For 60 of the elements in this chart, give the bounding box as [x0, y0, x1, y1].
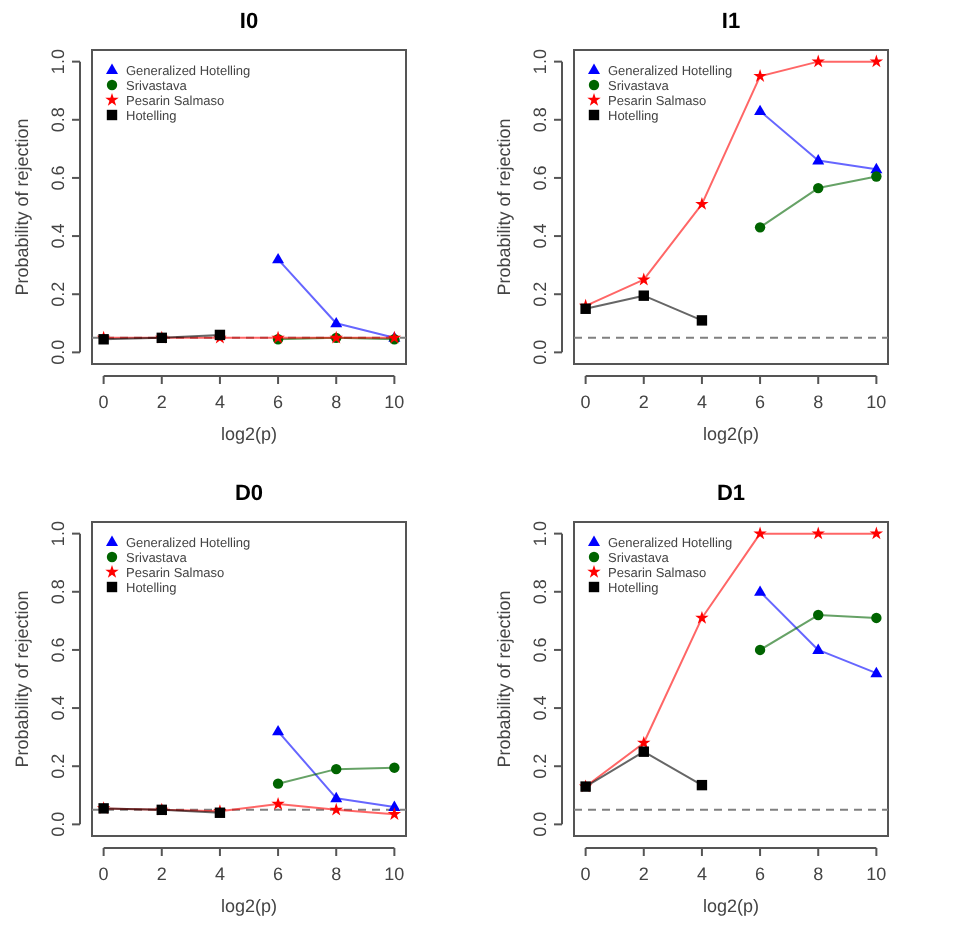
x-tick-label: 0 — [98, 392, 109, 412]
x-tick-label: 4 — [214, 392, 225, 412]
x-tick-label: 10 — [866, 864, 887, 884]
y-tick-label: 0.4 — [48, 223, 68, 249]
x-tick-label: 10 — [384, 392, 405, 412]
y-tick-label: 0.2 — [48, 753, 68, 779]
x-tick-label: 8 — [813, 864, 824, 884]
x-tick-label: 0 — [580, 392, 591, 412]
y-tick-label: 0.8 — [530, 107, 550, 133]
y-axis-title: Probability of rejection — [494, 118, 514, 296]
x-axis-title: log2(p) — [220, 896, 278, 916]
chart-title: I0 — [239, 10, 259, 34]
x-tick-label: 8 — [331, 864, 342, 884]
x-axis-title: log2(p) — [702, 424, 760, 444]
x-tick-label: 10 — [866, 392, 887, 412]
y-tick-label: 0.4 — [530, 223, 550, 249]
x-tick-label: 4 — [696, 864, 707, 884]
x-tick-label: 6 — [273, 864, 284, 884]
y-axis-title: Probability of rejection — [494, 590, 514, 768]
y-tick-label: 0.6 — [48, 637, 68, 663]
y-tick-label: 0.8 — [48, 107, 68, 133]
x-tick-label: 4 — [214, 864, 225, 884]
x-tick-label: 2 — [156, 392, 167, 412]
y-tick-label: 1.0 — [48, 521, 68, 547]
x-tick-label: 0 — [580, 864, 591, 884]
y-tick-label: 1.0 — [48, 49, 68, 75]
y-tick-label: 0.0 — [530, 339, 550, 365]
y-axis-title: Probability of rejection — [12, 590, 32, 768]
x-tick-label: 4 — [696, 392, 707, 412]
y-tick-label: 0.6 — [48, 165, 68, 191]
y-tick-label: 0.8 — [48, 579, 68, 605]
x-tick-label: 8 — [813, 392, 824, 412]
y-tick-label: 0.0 — [48, 811, 68, 837]
y-tick-label: 1.0 — [530, 49, 550, 75]
y-tick-label: 0.6 — [530, 637, 550, 663]
x-tick-label: 0 — [98, 864, 109, 884]
x-axis-title: log2(p) — [220, 424, 278, 444]
x-tick-label: 6 — [273, 392, 284, 412]
y-tick-label: 1.0 — [530, 521, 550, 547]
y-tick-label: 0.0 — [48, 339, 68, 365]
x-axis-title: log2(p) — [702, 896, 760, 916]
y-tick-label: 0.4 — [48, 695, 68, 721]
y-tick-label: 0.4 — [530, 695, 550, 721]
y-tick-label: 0.6 — [530, 165, 550, 191]
x-tick-label: 6 — [755, 392, 766, 412]
x-tick-label: 2 — [638, 392, 649, 412]
x-tick-label: 2 — [638, 864, 649, 884]
x-tick-label: 10 — [384, 864, 405, 884]
x-tick-label: 8 — [331, 392, 342, 412]
y-axis-title: Probability of rejection — [12, 118, 32, 296]
chart-title: D1 — [716, 482, 746, 506]
y-tick-label: 0.8 — [530, 579, 550, 605]
chart-title: D0 — [234, 482, 264, 506]
y-tick-label: 0.2 — [48, 281, 68, 307]
y-tick-label: 0.2 — [530, 281, 550, 307]
chart-title: I1 — [721, 10, 741, 34]
x-tick-label: 2 — [156, 864, 167, 884]
x-tick-label: 6 — [755, 864, 766, 884]
y-tick-label: 0.2 — [530, 753, 550, 779]
y-tick-label: 0.0 — [530, 811, 550, 837]
